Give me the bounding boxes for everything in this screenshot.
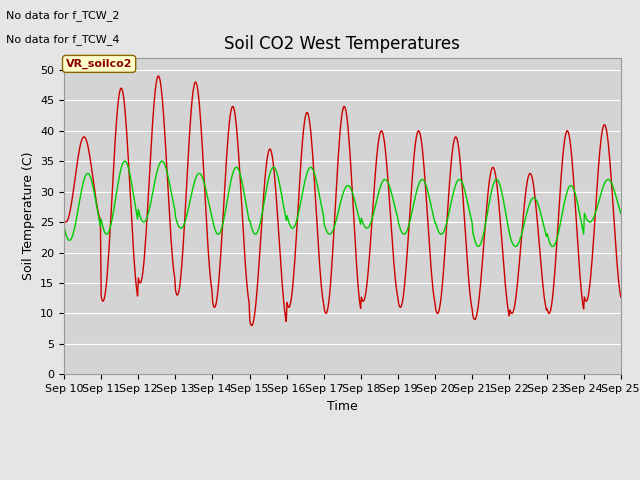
Text: VR_soilco2: VR_soilco2 [66, 59, 132, 69]
Title: Soil CO2 West Temperatures: Soil CO2 West Temperatures [225, 35, 460, 53]
X-axis label: Time: Time [327, 400, 358, 413]
Legend: TCW_1, TCW_3: TCW_1, TCW_3 [258, 478, 427, 480]
Y-axis label: Soil Temperature (C): Soil Temperature (C) [22, 152, 35, 280]
Text: No data for f_TCW_2: No data for f_TCW_2 [6, 10, 120, 21]
Text: No data for f_TCW_4: No data for f_TCW_4 [6, 34, 120, 45]
